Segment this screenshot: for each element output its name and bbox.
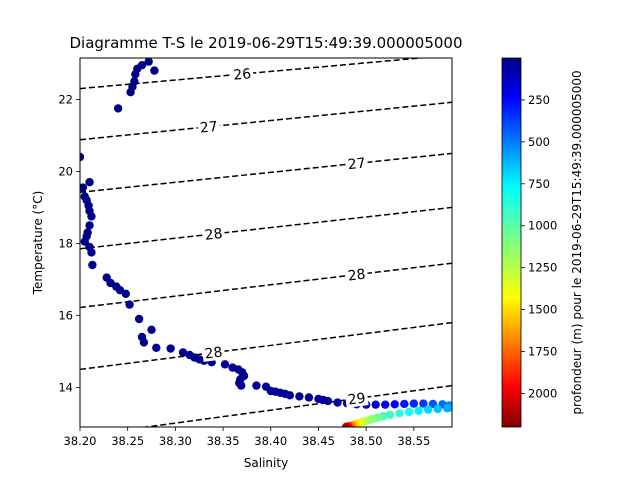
data-point — [134, 314, 144, 324]
isopycnal-label-bg — [230, 65, 254, 83]
isopycnal-line-0 — [80, 58, 429, 90]
data-point — [80, 237, 89, 246]
colorbar-label: profondeur (m) pour le 2019-06-29T15:49:… — [570, 70, 584, 414]
isopycnal-label-bg — [197, 117, 221, 136]
data-point — [404, 407, 414, 417]
isopycnal-label-bg — [344, 389, 369, 408]
isopycnal-label: 28 — [347, 267, 367, 285]
x-axis-label: Salinity — [244, 456, 288, 470]
data-point — [341, 422, 351, 427]
data-point — [87, 248, 96, 257]
data-point — [385, 410, 395, 419]
colorbar-tick-label: 2000 — [528, 386, 557, 400]
isopycnal-label: 28 — [204, 345, 224, 363]
data-point — [433, 404, 442, 414]
data-point — [237, 381, 246, 390]
data-point — [423, 405, 433, 414]
colorbar — [501, 57, 522, 428]
x-tick-label: 38.45 — [302, 434, 335, 448]
data-point — [285, 391, 295, 400]
isopycnal-line-4 — [80, 262, 452, 309]
data-point — [166, 344, 175, 353]
data-point — [80, 183, 88, 192]
data-point — [147, 325, 156, 334]
data-point — [152, 343, 161, 352]
isopycnal-label-bg — [344, 265, 369, 284]
y-tick-label: 14 — [58, 380, 73, 394]
data-point — [139, 338, 149, 347]
x-tick-label: 38.35 — [207, 434, 240, 448]
data-points — [80, 58, 452, 427]
data-point — [87, 212, 96, 221]
data-point — [409, 399, 419, 408]
colorbar-tick-label: 500 — [528, 135, 550, 149]
isopycnal-line-2 — [80, 152, 452, 194]
y-tick-label: 16 — [58, 308, 73, 322]
x-tick-label: 38.30 — [159, 434, 192, 448]
data-point — [395, 409, 404, 418]
colorbar-tick-label: 1000 — [528, 219, 557, 233]
x-tick-label: 38.40 — [254, 434, 287, 448]
data-point — [371, 400, 380, 409]
data-point — [150, 66, 159, 75]
data-point — [295, 392, 304, 401]
colorbar-tick-label: 1500 — [528, 303, 557, 317]
plot-frame — [79, 57, 453, 428]
data-point — [144, 58, 153, 66]
isopycnal-label: 28 — [204, 226, 223, 244]
x-axis-ticks: 38.20 38.25 38.30 38.35 38.40 38.45 38.50 38.55 — [64, 427, 430, 448]
x-tick-label: 38.55 — [397, 434, 430, 448]
data-point — [390, 400, 399, 409]
data-point — [131, 70, 140, 79]
x-tick-label: 38.25 — [111, 434, 144, 448]
isopycnal-label: 27 — [199, 119, 218, 137]
y-tick-label: 22 — [58, 92, 73, 106]
isopycnal-label: 29 — [347, 390, 367, 408]
y-tick-label: 20 — [58, 164, 73, 178]
data-point — [178, 348, 188, 357]
y-axis-label: Temperature (°C) — [31, 191, 45, 296]
data-point — [88, 260, 97, 270]
data-point — [125, 300, 134, 309]
data-point — [400, 399, 409, 409]
data-point — [113, 104, 123, 113]
colorbar-tick-label: 250 — [528, 93, 550, 107]
chart-title: Diagramme T-S le 2019-06-29T15:49:39.000… — [69, 34, 462, 52]
data-point — [80, 152, 85, 162]
data-point — [85, 178, 94, 187]
y-axis-ticks: 14 16 18 20 22 — [58, 92, 80, 394]
x-tick-label: 38.50 — [350, 434, 383, 448]
data-point — [220, 360, 230, 369]
data-point — [381, 400, 390, 409]
data-point — [333, 398, 342, 407]
isopycnal-lines — [80, 58, 452, 427]
x-tick-label: 38.20 — [64, 434, 97, 448]
data-point — [419, 399, 428, 408]
isopycnal-label-bg — [201, 224, 226, 244]
isopycnal-line-3 — [80, 206, 452, 250]
colorbar-ticks: 250 500 750 1000 1250 1500 1750 2000 — [521, 93, 557, 400]
colorbar-tick-label: 1250 — [528, 261, 557, 275]
isopycnal-label: 26 — [233, 66, 252, 84]
data-point — [443, 404, 452, 413]
data-point — [137, 60, 147, 70]
isopycnal-line-1 — [80, 101, 452, 141]
data-point — [304, 393, 314, 402]
data-point — [85, 221, 94, 230]
data-point — [323, 396, 333, 406]
isopycnal-label: 27 — [347, 155, 366, 173]
data-point — [126, 88, 135, 97]
colorbar-tick-label: 750 — [528, 177, 550, 191]
data-point — [121, 289, 130, 298]
data-point — [414, 406, 423, 415]
colorbar-tick-label: 1750 — [528, 345, 557, 359]
y-tick-label: 18 — [58, 236, 73, 250]
data-point — [252, 381, 261, 390]
isopycnal-label-bg — [344, 154, 369, 173]
isopycnal-label-bg — [201, 343, 226, 362]
isopycnal-labels: 26 27 27 28 28 28 29 — [197, 65, 369, 409]
isopycnal-line-5 — [80, 321, 452, 371]
